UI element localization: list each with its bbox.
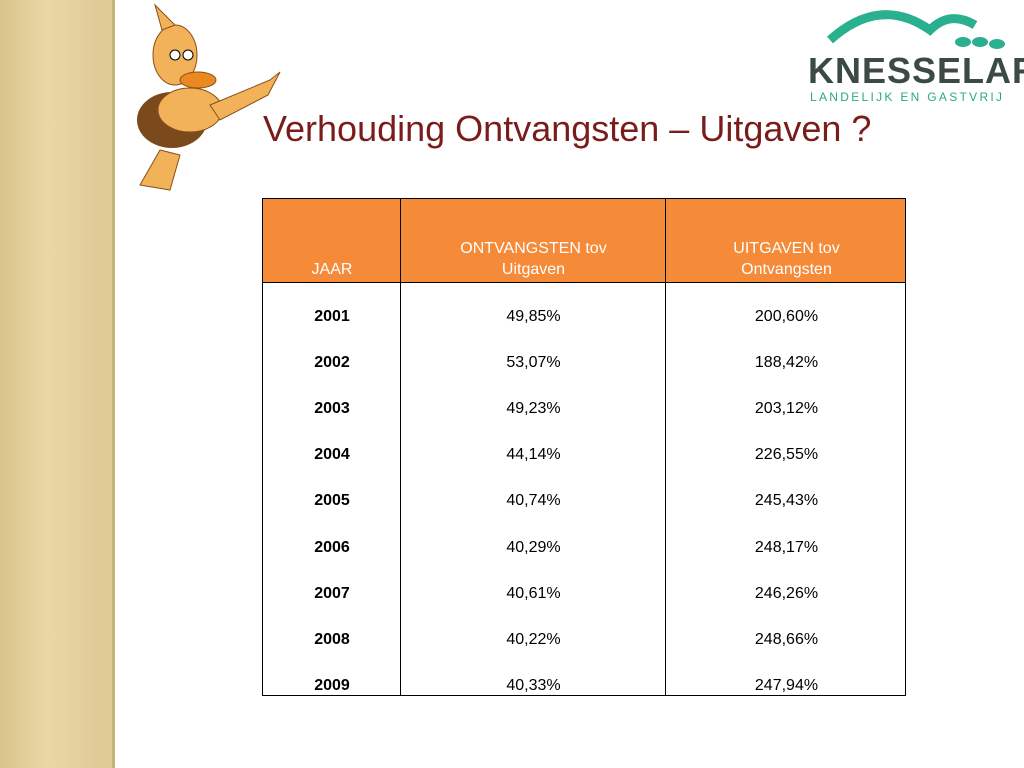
value-cell: 188,42% [754, 354, 819, 372]
year-cell: 2004 [314, 446, 350, 464]
value-cell: 49,85% [506, 308, 561, 325]
logo-tagline: LANDELIJK EN GASTVRIJ [810, 90, 1005, 104]
logo-name: KNESSELARE [808, 50, 1024, 91]
year-cell: 2003 [314, 400, 350, 418]
slide-title: Verhouding Ontvangsten – Uitgaven ? [263, 108, 872, 149]
logo [800, 0, 1024, 112]
year-cell: 2008 [314, 630, 350, 648]
header-text: JAAR [311, 261, 353, 278]
year-cell: 2006 [314, 538, 350, 556]
logo-graphic [826, 10, 1005, 49]
year-cell: 2001 [314, 308, 350, 325]
header-text: Ontvangsten [741, 261, 832, 278]
year-cell: 2009 [314, 676, 350, 694]
value-cell: 40,33% [506, 676, 561, 694]
value-cell: 248,66% [754, 630, 819, 648]
value-cell: 247,94% [754, 676, 819, 694]
value-cell: 200,60% [754, 308, 819, 325]
value-cell: 44,14% [506, 446, 561, 464]
value-cell: 49,23% [506, 400, 561, 418]
value-cell: 246,26% [754, 584, 819, 602]
column-line [665, 199, 666, 695]
value-cell: 203,12% [754, 400, 819, 418]
year-cell: 2005 [314, 492, 350, 510]
value-cell: 40,74% [506, 492, 561, 510]
header-text: Uitgaven [501, 261, 566, 278]
data-table: JAAR ONTVANGSTEN tov Uitgaven UITGAVEN tov O… [262, 198, 906, 696]
duck-illustration [137, 3, 281, 191]
value-cell: 53,07% [506, 354, 561, 372]
header-text: UITGAVEN tov [733, 240, 840, 257]
table-header: JAAR ONTVANGSTEN tov Uitgaven UITGAVEN tov O… [263, 199, 905, 283]
header-cell: ONTVANGSTEN tov Uitgaven [401, 238, 666, 280]
value-cell: 40,29% [506, 538, 561, 556]
value-cell: 248,17% [754, 538, 819, 556]
value-cell: 245,43% [754, 492, 819, 510]
year-cell: 2007 [314, 584, 350, 602]
value-cell: 40,61% [506, 584, 561, 602]
side-band [0, 0, 115, 768]
value-cell: 226,55% [754, 446, 819, 464]
header-text: ONTVANGSTEN tov [460, 240, 607, 257]
header-cell: UITGAVEN tov Ontvangsten [666, 238, 907, 280]
column-line [400, 199, 401, 695]
header-cell: JAAR [263, 259, 401, 280]
value-cell: 40,22% [506, 630, 561, 648]
year-cell: 2002 [314, 354, 350, 372]
